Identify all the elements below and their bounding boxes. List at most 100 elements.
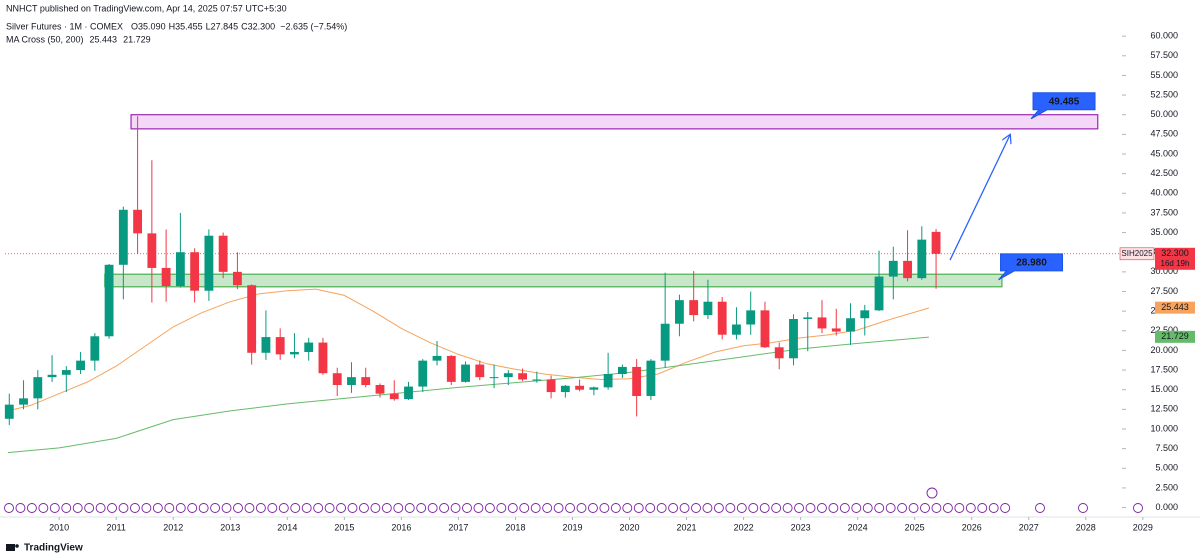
- event-icon: [198, 503, 209, 513]
- y-tick-label: 40.000: [1150, 188, 1178, 198]
- indicator-value: 25.443: [90, 34, 118, 44]
- event-icon: [977, 503, 988, 513]
- candle-body: [133, 209, 143, 234]
- y-tick-label: 27.500: [1150, 286, 1178, 296]
- candle-body: [603, 374, 613, 388]
- candle-body: [304, 342, 314, 352]
- y-tick-label: 55.000: [1150, 70, 1178, 80]
- event-icon: [576, 503, 587, 513]
- candle-body: [518, 373, 527, 380]
- axes: 0.000 2.500 5.000 7.500 10.000 12.500 15.000 17…: [49, 31, 1195, 532]
- candle-body: [118, 209, 128, 265]
- ma-tag: [1155, 301, 1195, 314]
- event-icon: [496, 503, 507, 513]
- x-tick-label: 2019: [562, 522, 582, 532]
- event-icon: [381, 503, 392, 513]
- y-tick-label: 10.000: [1150, 423, 1178, 433]
- candle-body: [332, 373, 342, 385]
- readout-key: H: [169, 21, 176, 31]
- event-icon: [210, 503, 221, 513]
- y-tick-label: 35.000: [1150, 227, 1178, 237]
- x-tick-label: 2011: [107, 522, 126, 532]
- projection-arrow: [949, 135, 1010, 261]
- y-tick-label: 57.500: [1150, 50, 1178, 60]
- x-tick-label: 2027: [1019, 522, 1039, 532]
- event-icon: [885, 503, 896, 513]
- event-icon: [484, 503, 495, 513]
- candle-body: [404, 386, 413, 400]
- candle-body: [575, 385, 585, 390]
- event-icon: [141, 503, 152, 513]
- event-icon: [1133, 503, 1143, 513]
- event-icon: [759, 503, 770, 513]
- candle-body: [190, 252, 200, 291]
- event-icon: [610, 503, 621, 513]
- event-icon: [278, 503, 289, 513]
- event-icon: [290, 503, 301, 513]
- candle-body: [503, 373, 513, 378]
- event-icon: [416, 503, 427, 513]
- x-tick-label: 2023: [791, 522, 811, 532]
- candle-body: [817, 317, 827, 329]
- event-icon: [736, 503, 747, 513]
- candle-body: [47, 374, 57, 378]
- candle-body: [19, 398, 28, 405]
- event-icon: [404, 503, 415, 513]
- candle-body: [717, 301, 727, 335]
- event-icon: [152, 503, 163, 513]
- event-icon: [313, 503, 324, 513]
- callout-label: 28.980: [1016, 258, 1047, 269]
- candle-body: [218, 235, 228, 272]
- event-icon: [782, 503, 793, 513]
- event-icon: [839, 503, 850, 513]
- candle-body: [290, 352, 299, 355]
- event-icon: [61, 503, 72, 513]
- candle-body: [489, 377, 499, 379]
- publisher: NNHCT published on TradingView.com, Apr …: [6, 3, 287, 13]
- candle-body: [247, 285, 257, 353]
- candle-body: [204, 235, 214, 291]
- candle-body: [90, 336, 100, 361]
- symbol-tag-label: SIH2025: [1121, 249, 1153, 258]
- event-icon: [817, 503, 827, 513]
- event-icon: [988, 503, 999, 513]
- event-icon: [462, 503, 472, 513]
- y-tick-label: 30.000: [1150, 266, 1178, 276]
- candle-body: [846, 318, 855, 332]
- event-icon: [862, 503, 873, 513]
- y-tick-label: 15.000: [1150, 384, 1178, 394]
- candle-body: [147, 233, 157, 268]
- event-icon: [107, 503, 118, 513]
- candle-body: [789, 319, 798, 359]
- candle-body: [446, 355, 456, 382]
- candle-body: [33, 377, 43, 399]
- candle-body: [931, 231, 941, 254]
- event-icon: [553, 503, 564, 513]
- x-tick-label: 2022: [734, 522, 754, 532]
- event-icon: [530, 503, 541, 513]
- footer-logo: TradingView: [6, 543, 83, 554]
- event-icon: [542, 503, 553, 513]
- event-icon: [255, 503, 266, 513]
- event-icon: [72, 503, 83, 513]
- event-icon: [965, 503, 976, 513]
- candle-body: [432, 355, 442, 361]
- callout-box: [998, 253, 1064, 281]
- candle-body: [389, 393, 399, 400]
- event-icon: [702, 503, 713, 513]
- candle-body: [418, 360, 428, 387]
- event-icon: [95, 503, 106, 513]
- footer-brand: TradingView: [24, 543, 83, 554]
- event-icon: [920, 503, 930, 513]
- last-price-label: 32.300: [1161, 248, 1189, 258]
- event-icon: [244, 503, 255, 513]
- candle-body: [903, 260, 912, 279]
- event-icon: [175, 503, 186, 513]
- candle-body: [347, 377, 356, 385]
- x-tick-label: 2012: [163, 522, 183, 532]
- x-tick-label: 2015: [334, 522, 354, 532]
- event-icon: [164, 503, 175, 513]
- candle-body: [760, 310, 770, 348]
